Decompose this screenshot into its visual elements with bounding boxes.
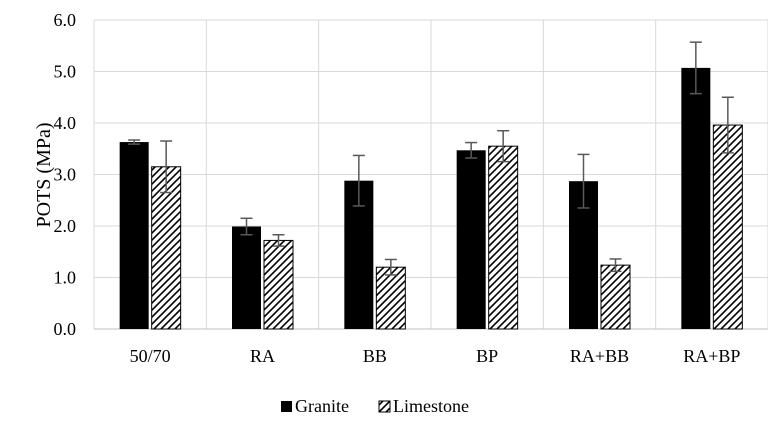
bar-granite-ra: [232, 226, 261, 329]
error-bar: [384, 258, 397, 276]
y-tick-label: 2.0: [54, 216, 77, 236]
error-bar: [497, 129, 510, 163]
legend-label-limestone: Limestone: [393, 396, 469, 416]
legend-swatch-granite: [281, 401, 292, 412]
error-bar: [160, 140, 173, 194]
x-tick-label: BP: [476, 346, 498, 366]
bar-granite-50-70: [119, 142, 149, 329]
y-tick-label: 6.0: [54, 10, 77, 30]
bar-granite-ra-bp: [681, 67, 711, 330]
x-axis-tick-labels: 50/70 RA BB BP RA+BB RA+BP: [130, 346, 741, 366]
error-bars: [128, 41, 734, 276]
legend-label-granite: Granite: [295, 396, 349, 416]
y-tick-label: 4.0: [54, 113, 77, 133]
gridlines: [93, 19, 768, 329]
error-bar: [272, 234, 285, 247]
y-axis-tick-labels: 0.0 1.0 2.0 3.0 4.0 5.0 6.0: [54, 10, 77, 339]
y-tick-label: 1.0: [54, 268, 77, 288]
x-tick-label: 50/70: [130, 346, 171, 366]
error-bar: [689, 41, 702, 95]
error-bar: [609, 258, 622, 273]
x-tick-label: RA+BB: [570, 346, 629, 366]
bar-limestone-bb: [375, 266, 406, 330]
error-bar: [128, 139, 141, 145]
bar-limestone-50-70: [151, 166, 182, 330]
bar-limestone-ra: [263, 239, 294, 330]
y-tick-label: 5.0: [54, 62, 77, 82]
bar-limestone-ra-bp: [712, 124, 743, 330]
y-axis-label: POTS (MPa): [33, 122, 55, 227]
error-bar: [577, 153, 590, 209]
bar-granite-bp: [456, 150, 486, 329]
error-bar: [240, 217, 253, 236]
bar-series: [119, 67, 743, 330]
legend: Granite Limestone: [281, 396, 469, 416]
error-bar: [465, 141, 478, 159]
x-tick-label: RA: [250, 346, 275, 366]
x-tick-label: RA+BP: [683, 346, 740, 366]
bar-limestone-ra-bb: [600, 264, 631, 330]
y-tick-label: 3.0: [54, 165, 77, 185]
y-tick-label: 0.0: [54, 319, 77, 339]
bar-limestone-bp: [488, 145, 519, 330]
error-bar: [352, 154, 365, 207]
x-tick-label: BB: [363, 346, 387, 366]
legend-swatch-limestone: [378, 400, 391, 413]
error-bar: [721, 96, 734, 154]
